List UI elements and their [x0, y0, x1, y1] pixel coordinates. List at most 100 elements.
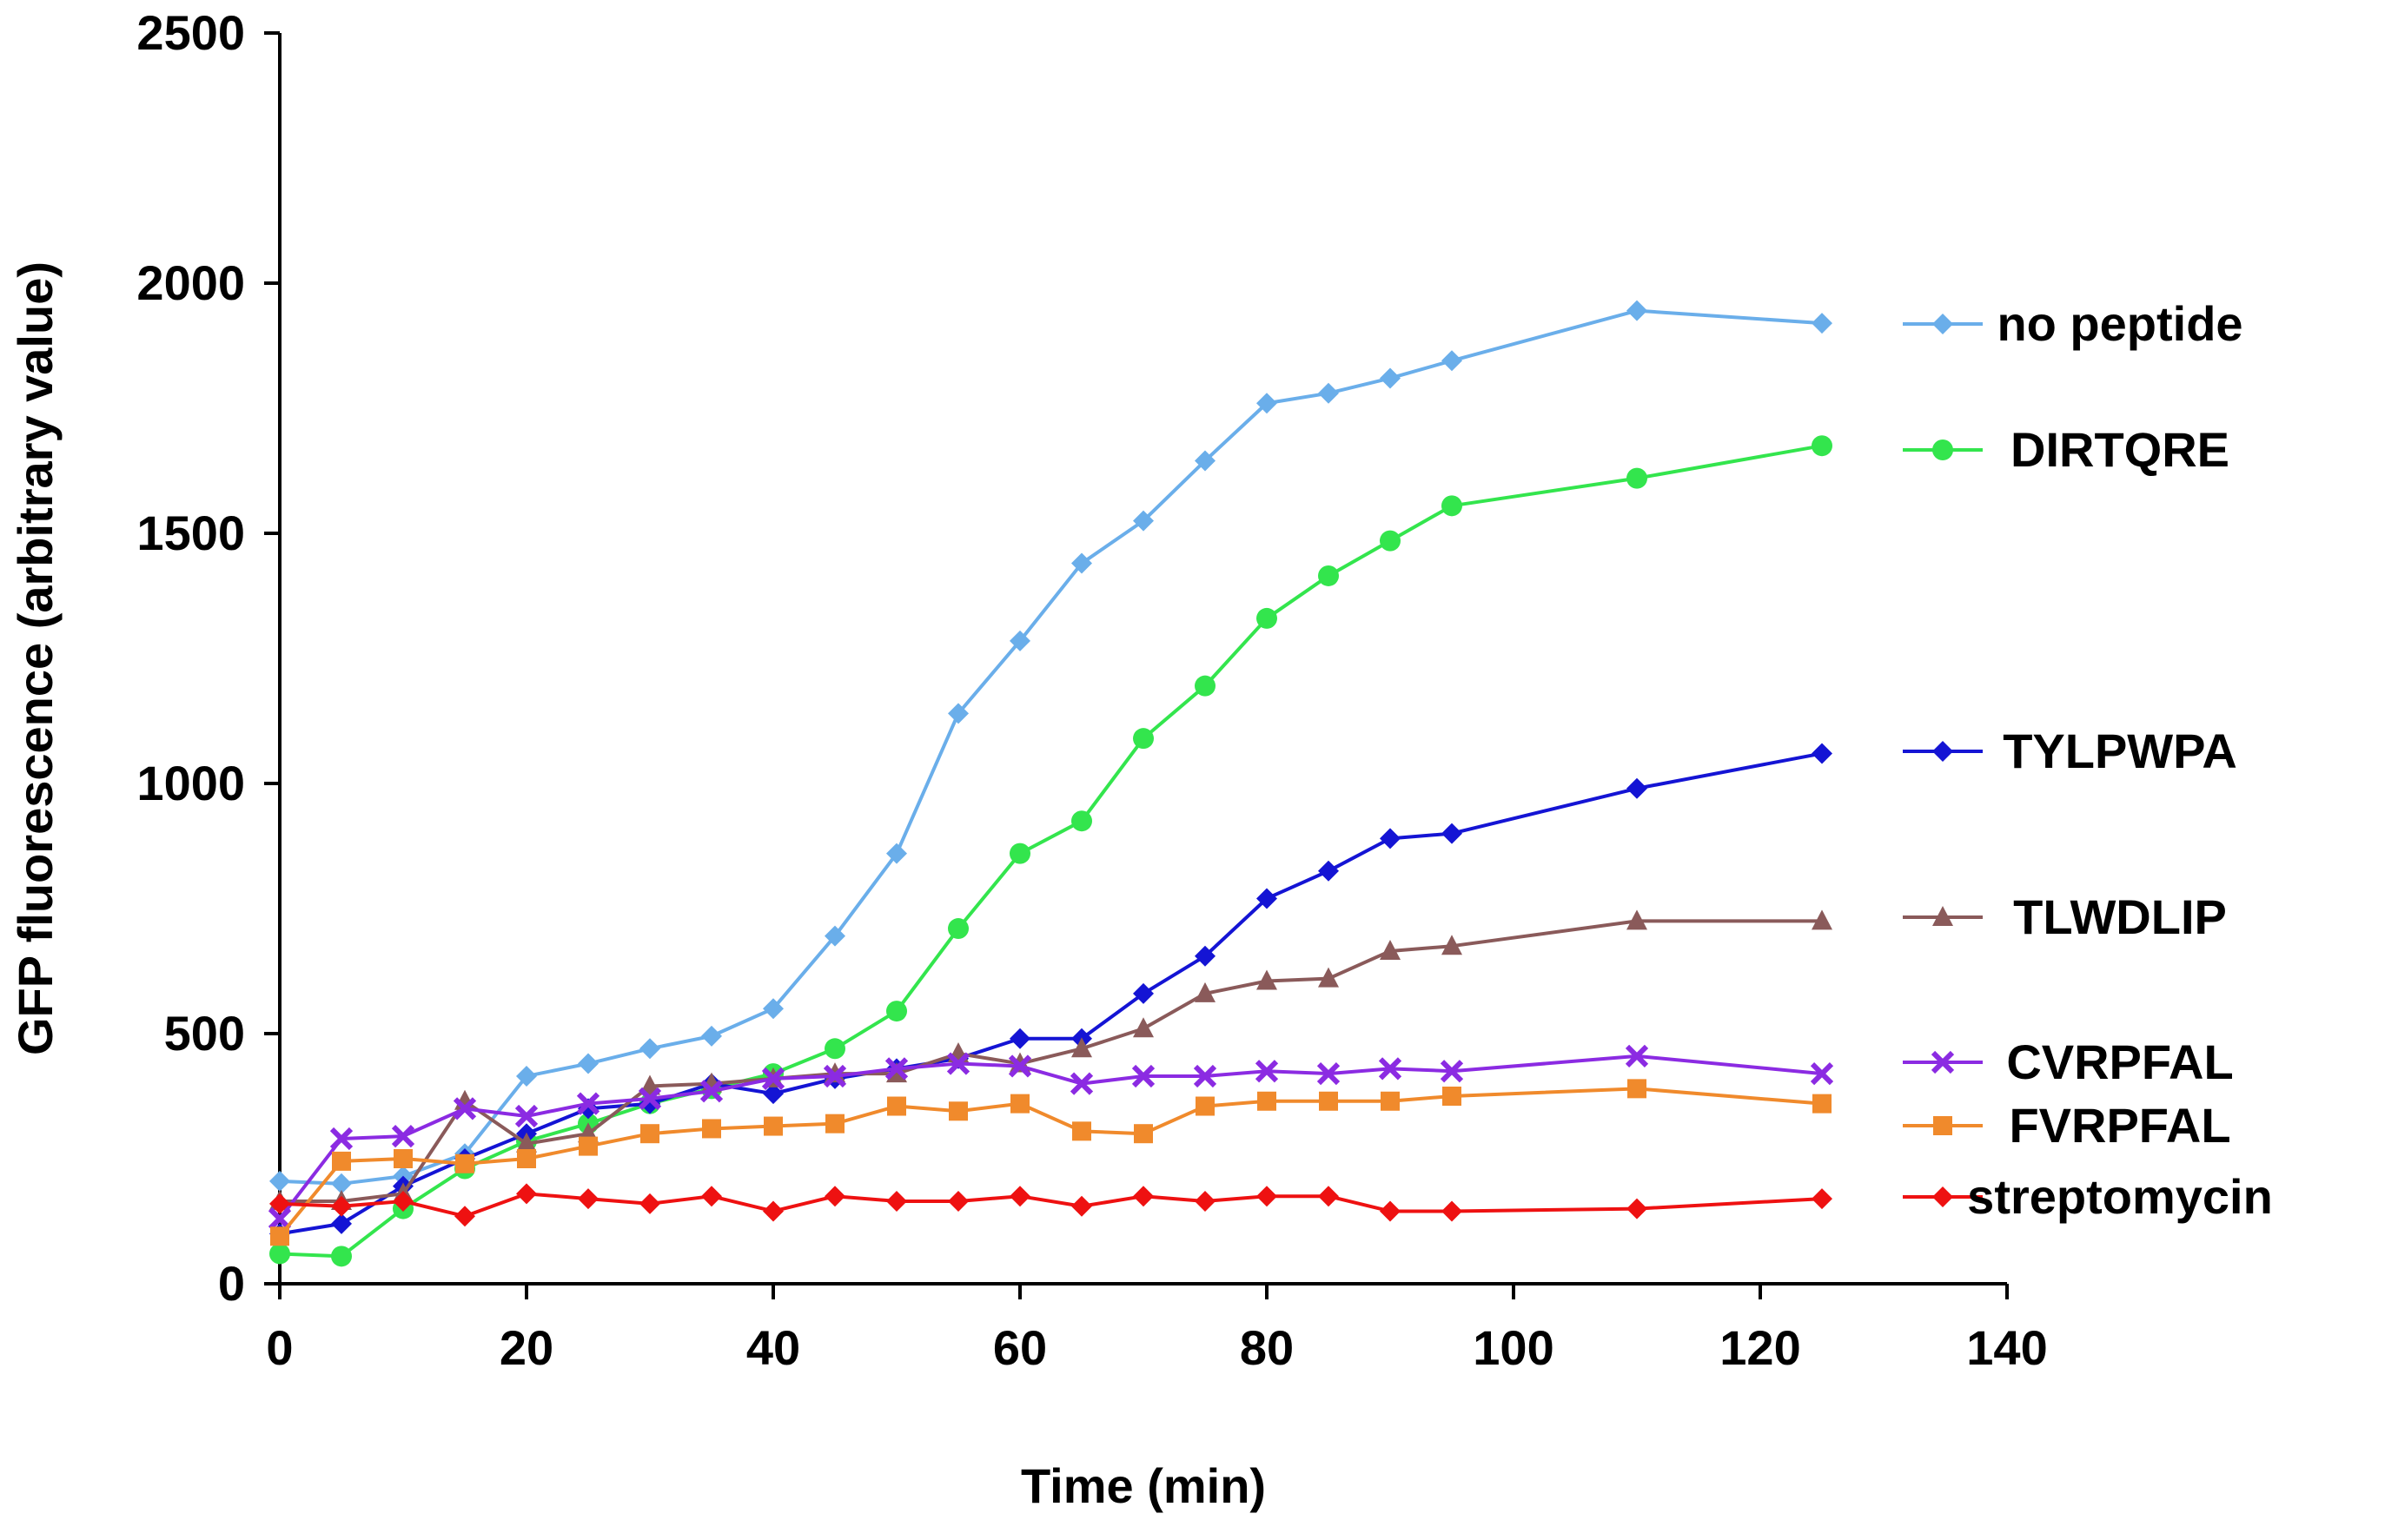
data-point-tlwdlip	[1256, 969, 1277, 990]
legend: no peptide DIRTQRE TYLPWPA TLWDLIP CVRPFAL FV…	[1903, 296, 2273, 1224]
data-point-cvrpfal	[638, 1087, 662, 1111]
series-line-dirtqre	[279, 444, 1823, 1259]
y-axis-title: GFP fluorescence (arbitrary value)	[8, 261, 63, 1055]
data-point-streptomycin	[1256, 1186, 1277, 1207]
data-point-cvrpfal	[576, 1092, 600, 1115]
data-point-tlwdlip	[1812, 909, 1832, 930]
legend-item-streptomycin: streptomycin	[1903, 1169, 2273, 1224]
data-point-cvrpfal	[946, 1052, 970, 1075]
data-point-dirtqre	[825, 1038, 845, 1060]
data-point-streptomycin	[1318, 1186, 1339, 1207]
data-point-fvrpfal	[1319, 1091, 1338, 1111]
legend-marker	[1932, 440, 1953, 460]
data-point-streptomycin	[331, 1195, 352, 1217]
data-point-dirtqre	[886, 1001, 907, 1022]
y-tick-label: 500	[164, 1006, 245, 1061]
data-point-tylpwpa	[1318, 860, 1339, 882]
y-tick-label: 1500	[136, 506, 245, 560]
data-point-fvrpfal	[764, 1116, 783, 1136]
legend-label: CVRPFAL	[2006, 1034, 2233, 1089]
legend-marker	[1932, 906, 1953, 926]
data-point-dirtqre	[1010, 843, 1030, 864]
data-point-streptomycin	[393, 1190, 414, 1212]
legend-item-tlwdlip: TLWDLIP	[1903, 889, 2227, 944]
legend-label: TYLPWPA	[2003, 724, 2237, 778]
data-point-tylpwpa	[331, 1213, 352, 1234]
legend-label: DIRTQRE	[2010, 422, 2229, 477]
axis-ticks: 0 500 1000 1500 2000 2500 0 20 40 60 80 100 120 140	[136, 5, 2047, 1375]
data-point-streptomycin	[639, 1193, 660, 1214]
data-point-dirtqre	[1318, 565, 1339, 586]
series-line-cvrpfal	[278, 1054, 1823, 1220]
data-point-streptomycin	[1380, 1200, 1401, 1222]
legend-label: streptomycin	[1967, 1169, 2273, 1224]
data-point-tylpwpa	[1626, 777, 1647, 799]
data-point-tlwdlip	[1195, 982, 1216, 1002]
data-point-no-peptide	[1010, 630, 1030, 651]
data-point-fvrpfal	[517, 1149, 536, 1168]
data-point-cvrpfal	[761, 1067, 785, 1090]
data-point-streptomycin	[1812, 1188, 1832, 1210]
data-point-tlwdlip	[1626, 909, 1647, 930]
data-point-streptomycin	[886, 1190, 907, 1212]
series-dirtqre	[269, 435, 1832, 1267]
series-line-tylpwpa	[279, 751, 1823, 1236]
data-point-tylpwpa	[1812, 743, 1832, 764]
data-point-streptomycin	[1195, 1190, 1216, 1212]
data-point-streptomycin	[1441, 1200, 1462, 1222]
series-line-streptomycin	[279, 1192, 1823, 1219]
data-point-cvrpfal	[1255, 1060, 1279, 1083]
data-point-fvrpfal	[949, 1101, 968, 1121]
data-point-dirtqre	[1441, 495, 1462, 517]
data-point-cvrpfal	[699, 1080, 724, 1103]
data-point-streptomycin	[1626, 1198, 1647, 1219]
data-point-fvrpfal	[1010, 1094, 1030, 1114]
series-tylpwpa	[269, 743, 1832, 1245]
data-point-no-peptide	[639, 1038, 660, 1060]
legend-marker	[1933, 1116, 1952, 1135]
series-lines	[268, 300, 1834, 1267]
data-point-tlwdlip	[1380, 939, 1401, 960]
data-point-cvrpfal	[1316, 1061, 1341, 1086]
data-point-no-peptide	[763, 998, 784, 1020]
data-point-tlwdlip	[516, 1132, 537, 1153]
data-point-cvrpfal	[1193, 1064, 1217, 1088]
x-tick-label: 0	[266, 1320, 293, 1375]
data-point-cvrpfal	[1131, 1064, 1156, 1088]
data-point-cvrpfal	[514, 1104, 539, 1128]
data-point-fvrpfal	[1812, 1094, 1832, 1114]
data-point-cvrpfal	[1070, 1072, 1094, 1095]
x-tick-label: 80	[1240, 1320, 1294, 1375]
data-point-no-peptide	[1441, 350, 1462, 372]
legend-marker	[1932, 741, 1953, 762]
legend-item-tylpwpa: TYLPWPA	[1903, 724, 2237, 778]
data-point-fvrpfal	[640, 1124, 659, 1144]
data-point-streptomycin	[948, 1190, 969, 1212]
legend-item-no-peptide: no peptide	[1903, 296, 2243, 351]
data-point-dirtqre	[1133, 728, 1154, 750]
data-point-no-peptide	[516, 1065, 537, 1087]
data-point-tylpwpa	[1256, 888, 1277, 909]
data-point-dirtqre	[1626, 467, 1647, 489]
data-point-fvrpfal	[455, 1153, 474, 1173]
data-point-no-peptide	[825, 925, 845, 947]
legend-marker	[1932, 1186, 1953, 1207]
data-point-tylpwpa	[1010, 1028, 1030, 1049]
data-point-fvrpfal	[270, 1226, 289, 1246]
legend-marker	[1931, 1050, 1955, 1074]
data-point-no-peptide	[886, 843, 907, 864]
data-point-no-peptide	[948, 703, 969, 724]
data-point-no-peptide	[1071, 552, 1092, 574]
legend-label: FVRPFAL	[2009, 1098, 2230, 1153]
data-point-tylpwpa	[763, 1083, 784, 1105]
data-point-no-peptide	[331, 1173, 352, 1194]
data-point-fvrpfal	[1196, 1096, 1215, 1116]
data-point-no-peptide	[1318, 382, 1339, 404]
data-point-tylpwpa	[1195, 945, 1216, 967]
data-point-dirtqre	[1195, 675, 1216, 697]
data-point-no-peptide	[1380, 367, 1401, 389]
x-tick-label: 20	[500, 1320, 553, 1375]
legend-label: TLWDLIP	[2013, 889, 2227, 944]
data-point-cvrpfal	[1378, 1057, 1402, 1081]
